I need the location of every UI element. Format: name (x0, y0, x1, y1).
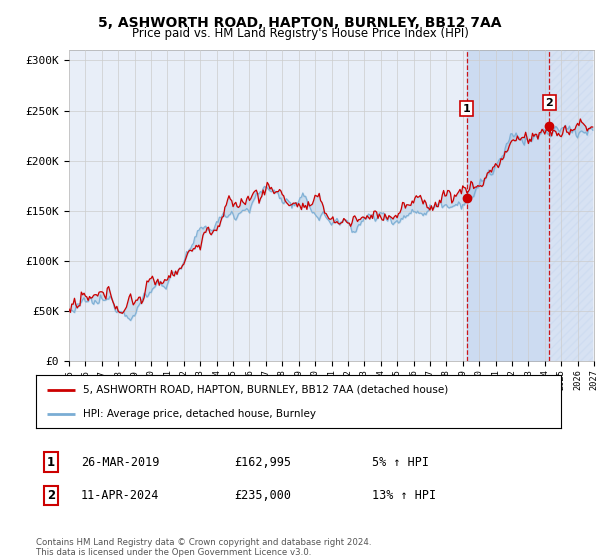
Text: 2: 2 (545, 97, 553, 108)
Text: Price paid vs. HM Land Registry's House Price Index (HPI): Price paid vs. HM Land Registry's House … (131, 27, 469, 40)
Text: 2: 2 (47, 489, 55, 502)
Text: 13% ↑ HPI: 13% ↑ HPI (372, 489, 436, 502)
Text: HPI: Average price, detached house, Burnley: HPI: Average price, detached house, Burn… (83, 409, 316, 419)
Text: £235,000: £235,000 (234, 489, 291, 502)
Text: 11-APR-2024: 11-APR-2024 (81, 489, 160, 502)
Text: £162,995: £162,995 (234, 455, 291, 469)
Text: Contains HM Land Registry data © Crown copyright and database right 2024.
This d: Contains HM Land Registry data © Crown c… (36, 538, 371, 557)
Text: 5, ASHWORTH ROAD, HAPTON, BURNLEY, BB12 7AA (detached house): 5, ASHWORTH ROAD, HAPTON, BURNLEY, BB12 … (83, 385, 449, 395)
Text: 5% ↑ HPI: 5% ↑ HPI (372, 455, 429, 469)
Text: 5, ASHWORTH ROAD, HAPTON, BURNLEY, BB12 7AA: 5, ASHWORTH ROAD, HAPTON, BURNLEY, BB12 … (98, 16, 502, 30)
Text: 1: 1 (463, 104, 470, 114)
Text: 1: 1 (47, 455, 55, 469)
Text: 26-MAR-2019: 26-MAR-2019 (81, 455, 160, 469)
